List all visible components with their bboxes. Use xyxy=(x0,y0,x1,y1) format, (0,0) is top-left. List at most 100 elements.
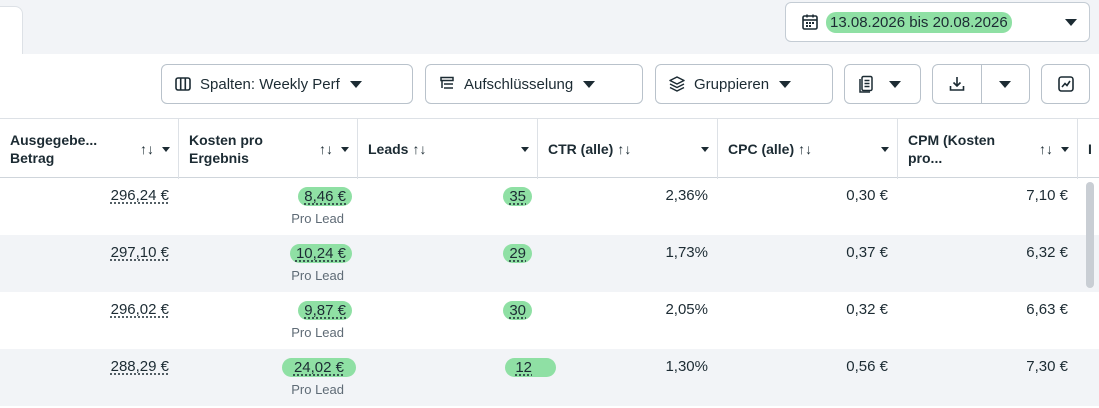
download-icon xyxy=(949,77,965,91)
table-header-row: Ausgegebe... Betrag ↑↓ Kosten pro Ergebn… xyxy=(0,118,1099,179)
cell-spent[interactable]: 288,29 € xyxy=(0,349,179,406)
header-label: Betrag xyxy=(10,150,55,166)
table-row: 297,10 € 10,24 € Pro Lead 29 1,73% 0,37 … xyxy=(0,235,1099,292)
value: 0,30 € xyxy=(846,187,888,204)
cell-cpm: 7,30 € xyxy=(898,349,1078,406)
value: 0,32 € xyxy=(846,301,888,318)
sort-icon[interactable]: ↑↓ xyxy=(319,141,333,157)
chevron-down-icon[interactable] xyxy=(521,146,529,152)
header-leads[interactable]: Leads ↑↓ xyxy=(358,119,538,179)
header-cpc[interactable]: CPC (alle) ↑↓ xyxy=(718,119,898,179)
breakdown-icon xyxy=(440,76,454,89)
chevron-down-icon xyxy=(1065,18,1077,26)
cell-leads[interactable]: 30 xyxy=(358,292,538,349)
value: 29 xyxy=(503,244,532,263)
header-label: I xyxy=(1088,141,1092,157)
sort-icon[interactable]: ↑↓ xyxy=(412,141,427,157)
group-label: Gruppieren xyxy=(694,75,770,93)
value: 10,24 € xyxy=(289,244,352,263)
cell-leads[interactable]: 29 xyxy=(358,235,538,292)
value: 1,73% xyxy=(665,244,708,261)
cell-ctr: 1,73% xyxy=(538,235,718,292)
cell-ctr: 2,05% xyxy=(538,292,718,349)
header-label: Kosten pro xyxy=(189,132,263,148)
table-row: 288,29 € 24,02 € Pro Lead 12 1,30% 0,56 … xyxy=(0,349,1099,406)
chevron-down-icon[interactable] xyxy=(701,146,709,152)
cell-cost-per-result[interactable]: 8,46 € Pro Lead xyxy=(179,178,358,235)
charts-button[interactable] xyxy=(1041,64,1090,104)
value: 6,32 € xyxy=(1026,244,1068,261)
group-button[interactable]: Gruppieren xyxy=(655,64,833,104)
cell-cpc: 0,30 € xyxy=(718,178,898,235)
header-label: Ausgegebe... xyxy=(10,132,98,148)
date-range-button[interactable]: 13.08.2026 bis 20.08.2026 xyxy=(785,2,1090,42)
export-split-button xyxy=(932,64,1030,104)
chevron-down-icon[interactable] xyxy=(1061,146,1069,152)
table-toolbar: Spalten: Weekly Perf Aufschlüsselung Gru… xyxy=(0,54,1099,118)
cell-spent[interactable]: 296,02 € xyxy=(0,292,179,349)
header-spent-amount[interactable]: Ausgegebe... Betrag ↑↓ xyxy=(0,119,179,179)
sort-icon[interactable]: ↑↓ xyxy=(1039,141,1053,157)
value: 12 xyxy=(505,358,556,377)
breakdown-label: Aufschlüsselung xyxy=(464,75,574,93)
value: 6,63 € xyxy=(1026,301,1068,318)
value: 7,30 € xyxy=(1026,358,1068,375)
columns-button[interactable]: Spalten: Weekly Perf xyxy=(161,64,413,104)
cell-cost-per-result[interactable]: 10,24 € Pro Lead xyxy=(179,235,358,292)
cell-cpc: 0,32 € xyxy=(718,292,898,349)
breakdown-button[interactable]: Aufschlüsselung xyxy=(425,64,643,104)
cell-spent[interactable]: 296,24 € xyxy=(0,178,179,235)
sort-icon[interactable]: ↑↓ xyxy=(140,141,154,157)
cell-cpm: 6,63 € xyxy=(898,292,1078,349)
value: 288,29 € xyxy=(110,358,169,375)
export-options-button[interactable] xyxy=(982,65,1030,103)
value: 35 xyxy=(503,187,532,206)
chevron-down-icon[interactable] xyxy=(341,146,349,152)
chevron-down-icon xyxy=(583,80,596,88)
value: 296,02 € xyxy=(110,301,169,318)
cell-cost-per-result[interactable]: 9,87 € Pro Lead xyxy=(179,292,358,349)
columns-label: Spalten: Weekly Perf xyxy=(200,75,340,93)
export-button[interactable] xyxy=(933,65,982,103)
header-label: CTR (alle) xyxy=(548,141,614,157)
value: 2,36% xyxy=(665,187,708,204)
value: 1,30% xyxy=(665,358,708,375)
header-label: CPM (Kosten xyxy=(908,132,996,148)
ads-panel: Spalten: Weekly Perf Aufschlüsselung Gru… xyxy=(0,54,1099,408)
reports-button[interactable] xyxy=(844,64,921,104)
cell-cost-per-result[interactable]: 24,02 € Pro Lead xyxy=(179,349,358,406)
cost-sub-label: Pro Lead xyxy=(291,382,344,397)
chevron-down-icon xyxy=(779,80,792,88)
cell-spent[interactable]: 297,10 € xyxy=(0,235,179,292)
header-ctr[interactable]: CTR (alle) ↑↓ xyxy=(538,119,718,179)
header-cost-per-result[interactable]: Kosten pro Ergebnis ↑↓ xyxy=(179,119,358,179)
table-row: 296,02 € 9,87 € Pro Lead 30 2,05% 0,32 €… xyxy=(0,292,1099,349)
chevron-down-icon xyxy=(349,80,362,88)
chevron-down-icon[interactable] xyxy=(881,146,889,152)
cell-cpm: 6,32 € xyxy=(898,235,1078,292)
cell-leads[interactable]: 12 xyxy=(358,349,556,406)
results-table: Ausgegebe... Betrag ↑↓ Kosten pro Ergebn… xyxy=(0,118,1099,406)
left-panel-tab[interactable] xyxy=(0,6,23,54)
date-range-label: 13.08.2026 bis 20.08.2026 xyxy=(826,11,1012,33)
header-next-column[interactable]: I xyxy=(1078,119,1099,179)
scrollbar-thumb[interactable] xyxy=(1086,182,1094,288)
value: 9,87 € xyxy=(298,301,352,320)
value: 0,37 € xyxy=(846,244,888,261)
sort-icon[interactable]: ↑↓ xyxy=(617,141,632,157)
cell-cpm: 7,10 € xyxy=(898,178,1078,235)
cell-ctr: 1,30% xyxy=(538,349,718,406)
chevron-down-icon[interactable] xyxy=(162,146,170,152)
layers-icon xyxy=(669,76,685,92)
cell-cpc: 0,56 € xyxy=(718,349,898,406)
cell-leads[interactable]: 35 xyxy=(358,178,538,235)
cell-ctr: 2,36% xyxy=(538,178,718,235)
sort-icon[interactable]: ↑↓ xyxy=(798,141,813,157)
header-label: Leads xyxy=(368,141,409,157)
header-label: Ergebnis xyxy=(189,150,249,166)
calendar-icon xyxy=(802,14,818,30)
chart-icon xyxy=(1057,76,1074,92)
header-cpm[interactable]: CPM (Kosten pro... ↑↓ xyxy=(898,119,1078,179)
table-row: 296,24 € 8,46 € Pro Lead 35 2,36% 0,30 €… xyxy=(0,178,1099,235)
header-label: CPC (alle) xyxy=(728,141,795,157)
